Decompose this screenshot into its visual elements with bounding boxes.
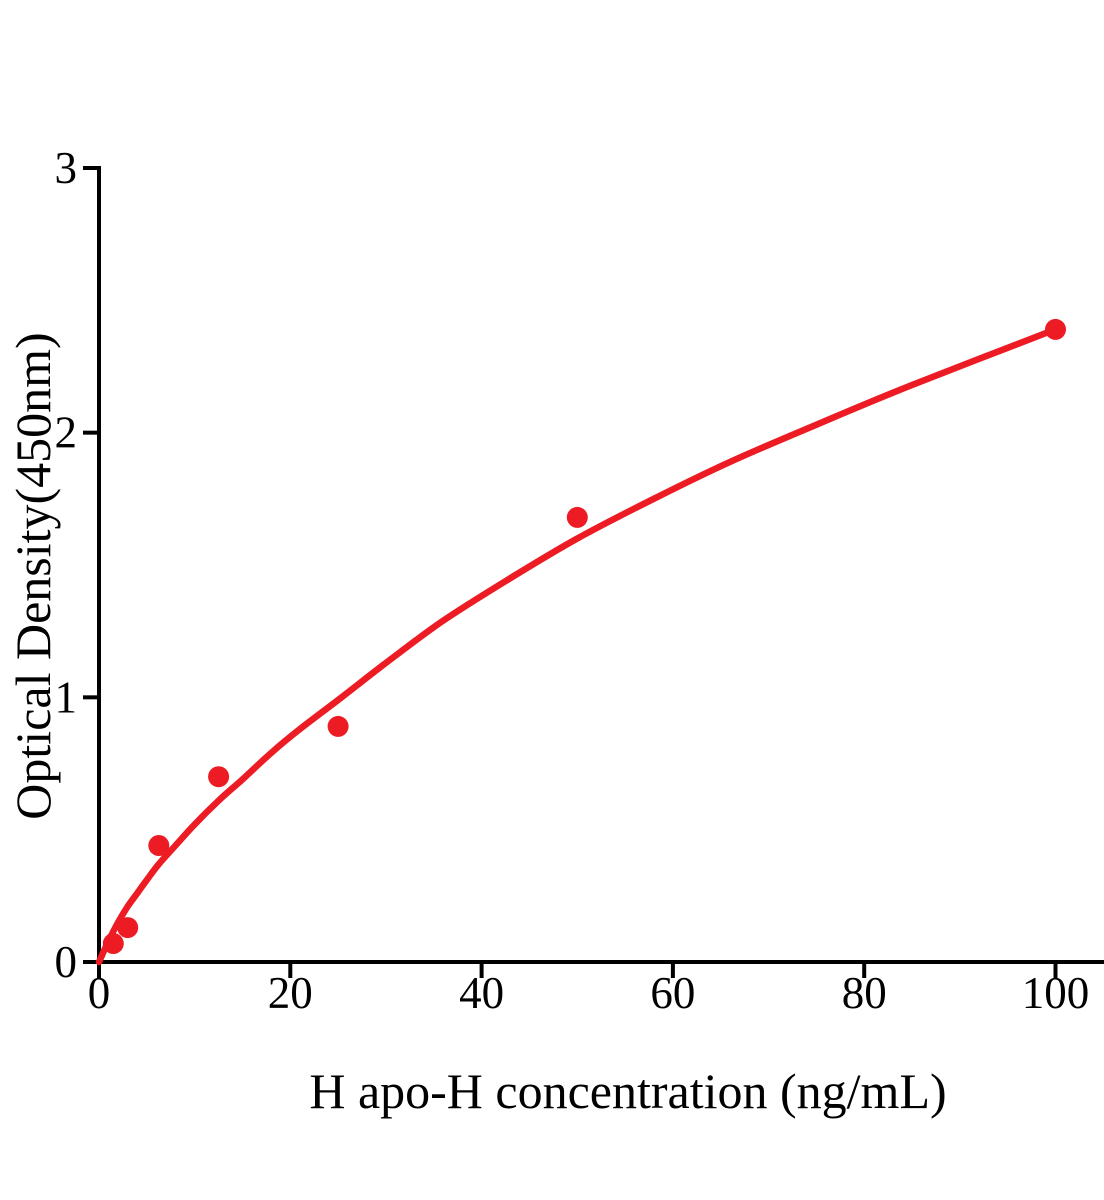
x-tick-label: 0 [88, 968, 111, 1018]
data-point [148, 835, 170, 856]
data-point [208, 766, 230, 788]
data-point [102, 933, 124, 954]
y-tick-label: 2 [55, 408, 78, 458]
data-point [327, 715, 349, 737]
x-tick-label: 20 [268, 968, 313, 1018]
x-tick-label: 80 [842, 968, 887, 1018]
axes-layer: 0 20 40 60 80 100 0 1 2 3 [55, 143, 1104, 1018]
data-point [1045, 318, 1066, 340]
plot-layer [95, 318, 1066, 966]
x-axis-title: H apo-H concentration (ng/mL) [309, 1063, 946, 1119]
y-tick-label: 3 [55, 143, 78, 193]
y-axis-title: Optical Density(450nm) [5, 332, 61, 819]
fitted-curve [95, 326, 1059, 966]
x-tick-label: 100 [1022, 968, 1090, 1018]
x-tick-label: 40 [459, 968, 504, 1018]
y-tick-label: 1 [55, 672, 78, 722]
data-point [117, 917, 139, 939]
x-tick-label: 60 [650, 968, 695, 1018]
y-tick-label: 0 [55, 937, 78, 987]
data-point [566, 506, 588, 528]
